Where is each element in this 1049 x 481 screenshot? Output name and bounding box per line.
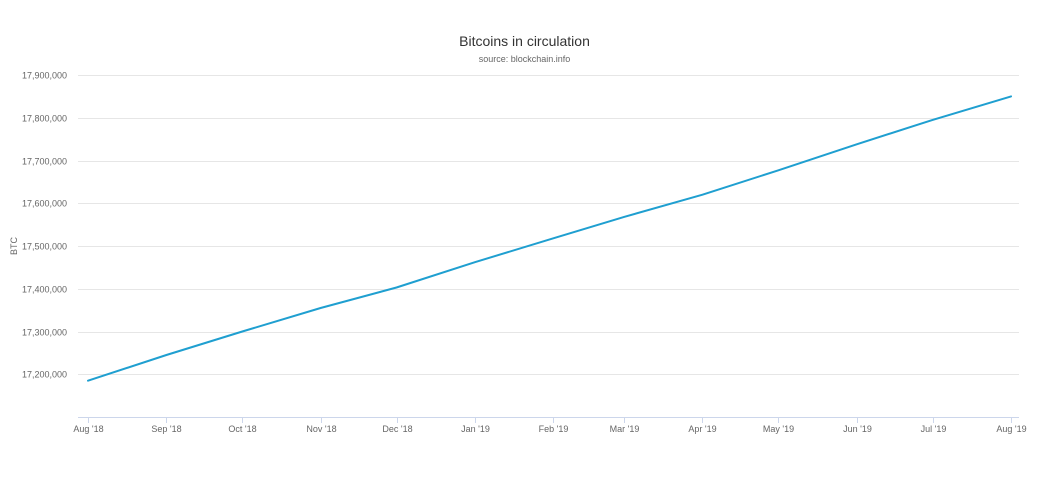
x-tick-label: Mar '19: [610, 424, 640, 434]
y-tick-label: 17,900,000: [22, 71, 67, 81]
x-tick-label: Oct '18: [228, 424, 256, 434]
y-tick-label: 17,200,000: [22, 370, 67, 380]
x-tick-label: May '19: [763, 424, 794, 434]
x-tick-label: Jan '19: [461, 424, 490, 434]
chart-subtitle: source: blockchain.info: [478, 54, 571, 64]
x-tick-label: Dec '18: [382, 424, 412, 434]
x-tick-label: Sep '18: [151, 424, 181, 434]
x-tick-label: Aug '18: [73, 424, 103, 434]
y-tick-label: 17,700,000: [22, 157, 67, 167]
x-tick-label: Nov '18: [306, 424, 336, 434]
y-tick-label: 17,800,000: [22, 114, 67, 124]
x-tick-label: Jul '19: [921, 424, 947, 434]
y-tick-label: 17,400,000: [22, 285, 67, 295]
y-tick-label: 17,600,000: [22, 199, 67, 209]
x-tick-label: Jun '19: [843, 424, 872, 434]
y-axis-title: BTC: [9, 236, 19, 255]
y-tick-label: 17,300,000: [22, 328, 67, 338]
x-tick-label: Apr '19: [688, 424, 716, 434]
y-tick-label: 17,500,000: [22, 242, 67, 252]
series-line: [87, 95, 1012, 382]
x-tick-label: Aug '19: [996, 424, 1026, 434]
chart-title: Bitcoins in circulation: [459, 33, 590, 49]
x-tick-label: Feb '19: [539, 424, 569, 434]
